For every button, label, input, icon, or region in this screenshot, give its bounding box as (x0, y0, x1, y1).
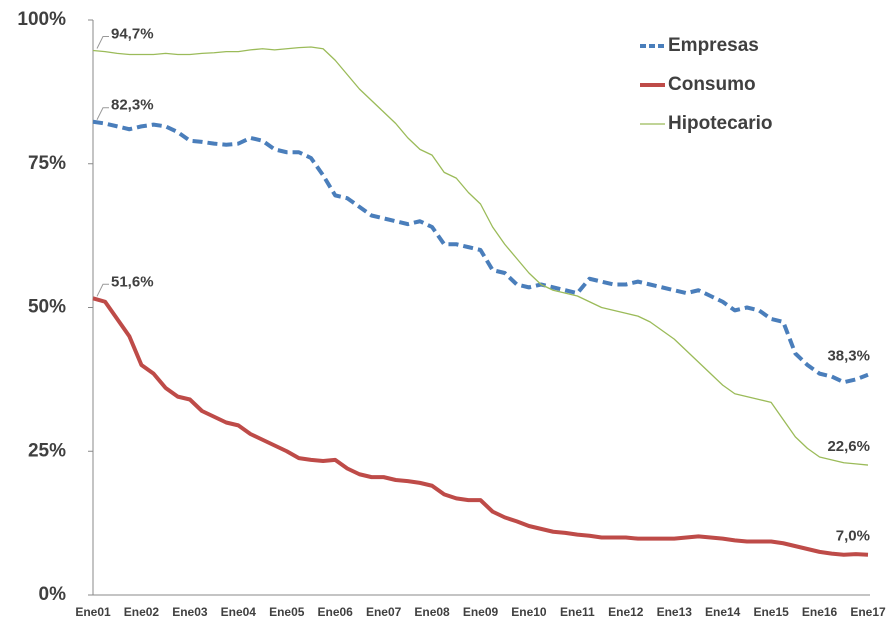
y-tick-label: 100% (17, 9, 66, 30)
y-tick-label: 0% (39, 584, 67, 605)
y-tick-label: 75% (28, 153, 66, 174)
x-tick-label: Ene10 (511, 605, 547, 619)
data-label: 51,6% (111, 273, 154, 290)
x-tick-label: Ene15 (753, 605, 789, 619)
label-leader (96, 107, 109, 120)
y-tick-label: 50% (28, 297, 66, 318)
x-tick-label: Ene12 (608, 605, 644, 619)
x-tick-label: Ene01 (75, 605, 111, 619)
legend-label: Empresas (668, 35, 759, 56)
line-series (92, 119, 869, 385)
x-tick-label: Ene06 (318, 605, 354, 619)
x-tick-label: Ene17 (850, 605, 886, 619)
x-tick-label: Ene04 (221, 605, 257, 619)
x-tick-label: Ene05 (269, 605, 305, 619)
line-series (92, 296, 869, 557)
x-tick-label: Ene16 (802, 605, 838, 619)
data-label: 38,3% (827, 348, 870, 365)
data-label: 22,6% (827, 438, 870, 455)
x-tick-label: Ene07 (366, 605, 402, 619)
data-label: 82,3% (111, 97, 154, 114)
label-leader (96, 35, 109, 49)
x-tick-label: Ene09 (463, 605, 499, 619)
x-tick-label: Ene14 (705, 605, 741, 619)
legend-label: Hipotecario (668, 113, 773, 134)
label-leader (96, 283, 109, 297)
x-tick-label: Ene02 (124, 605, 160, 619)
x-tick-label: Ene11 (560, 605, 595, 619)
x-tick-label: Ene13 (657, 605, 693, 619)
x-tick-label: Ene03 (172, 605, 208, 619)
y-tick-label: 25% (28, 440, 66, 461)
data-label: 7,0% (836, 528, 870, 545)
data-label: 94,7% (111, 25, 154, 42)
x-tick-label: Ene08 (414, 605, 450, 619)
legend-label: Consumo (668, 74, 756, 95)
line-series (92, 46, 869, 466)
